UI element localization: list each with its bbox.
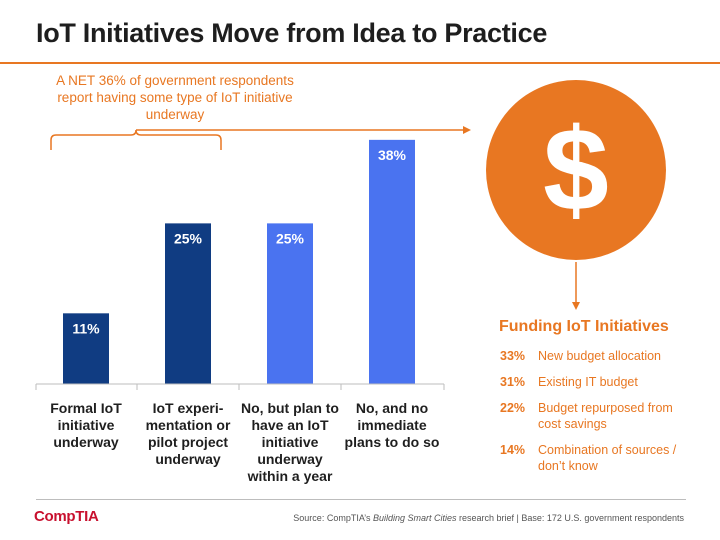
bar-value-label: 25% xyxy=(174,230,203,246)
bar-4 xyxy=(369,139,415,384)
arrow-head xyxy=(463,126,471,134)
funding-pct: 14% xyxy=(500,443,526,457)
x-label-pilot: IoT experi-mentation or pilot project un… xyxy=(145,400,231,467)
net-annotation: A NET 36% of government respondents repo… xyxy=(56,73,294,122)
funding-pct: 22% xyxy=(500,401,526,415)
comptia-logo: CompTIA xyxy=(34,508,99,525)
bar-1 xyxy=(63,313,109,384)
funding-arrow-head xyxy=(572,302,580,310)
page-title: IoT Initiatives Move from Idea to Practi… xyxy=(36,18,548,48)
funding-label: Existing IT budget xyxy=(538,375,638,389)
funding-label: Budget repurposed from cost savings xyxy=(538,401,673,431)
bar-value-label: 11% xyxy=(72,320,100,336)
source-title: Building Smart Cities xyxy=(373,513,457,523)
x-label-formal: Formal IoT initiative underway xyxy=(50,400,122,450)
dollar-icon: $ xyxy=(486,80,666,260)
source-note: Source: CompTIA’s Building Smart Cities … xyxy=(293,513,684,523)
bracket xyxy=(50,129,222,150)
source-prefix: Source: CompTIA’s xyxy=(293,513,373,523)
bar-value-label: 25% xyxy=(276,230,305,246)
bar-2 xyxy=(165,223,211,384)
source-suffix: research brief | Base: 172 U.S. governme… xyxy=(456,513,684,523)
funding-title: Funding IoT Initiatives xyxy=(499,318,669,335)
x-label-no-plans: No, and no immediate plans to do so xyxy=(344,400,440,450)
x-label-plan: No, but plan to have an IoT initiative u… xyxy=(241,400,339,484)
title-divider xyxy=(0,62,720,64)
footer-divider xyxy=(36,499,686,500)
funding-label: Combination of sources / don’t know xyxy=(538,443,677,473)
funding-pct: 33% xyxy=(500,349,526,363)
funding-pct: 31% xyxy=(500,375,526,389)
bar-value-label: 38% xyxy=(378,147,407,163)
bar-3 xyxy=(267,223,313,384)
funding-label: New budget allocation xyxy=(538,349,661,363)
